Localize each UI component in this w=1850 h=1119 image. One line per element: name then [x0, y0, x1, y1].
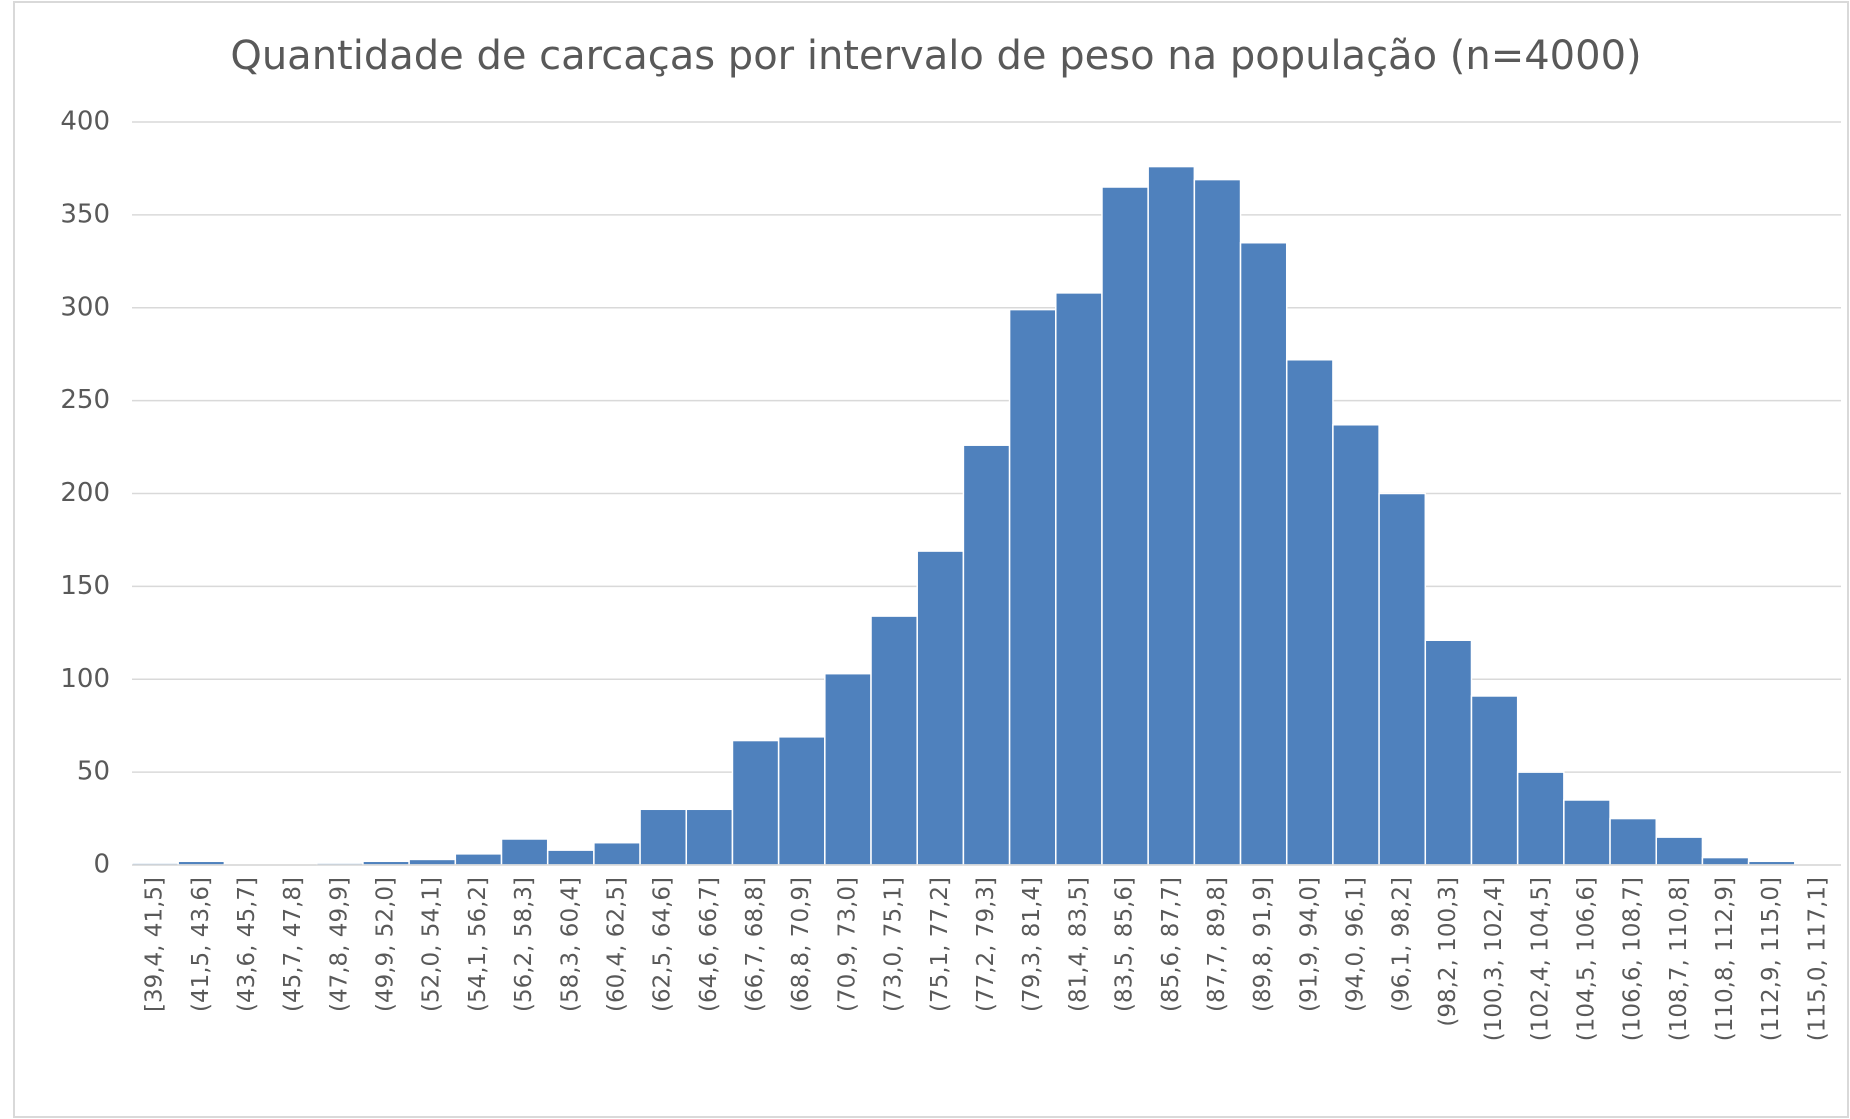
- x-tick-label: (79,3, 81,4]: [1019, 877, 1045, 1012]
- bar: [1101, 186, 1149, 866]
- x-tick-label: (81,4, 83,5]: [1065, 877, 1091, 1012]
- bar: [1332, 424, 1380, 866]
- x-tick-label: (58,3, 60,4]: [557, 877, 583, 1012]
- y-tick-label: 0: [93, 850, 110, 880]
- bar: [1055, 292, 1103, 866]
- bar: [500, 838, 549, 866]
- x-tick-label: (77,2, 79,3]: [973, 877, 999, 1012]
- x-tick-label: (100,3, 102,4]: [1481, 877, 1507, 1041]
- x-tick-label: (43,6, 45,7]: [234, 877, 260, 1012]
- y-tick-label: 50: [77, 757, 110, 787]
- bar: [870, 615, 918, 866]
- bar: [1655, 836, 1704, 866]
- x-tick-label: (62,5, 64,6]: [650, 877, 676, 1012]
- x-tick-label: (106,6, 108,7]: [1620, 877, 1646, 1041]
- x-tick-label: (41,5, 43,6]: [188, 877, 214, 1012]
- x-tick-label: (52,0, 54,1]: [419, 877, 445, 1012]
- bar: [1147, 165, 1196, 866]
- bar: [962, 444, 1011, 866]
- x-tick-label: (64,6, 66,7]: [696, 877, 722, 1012]
- bar: [1701, 856, 1750, 866]
- bar: [1470, 695, 1519, 866]
- x-tick-label: (94,0, 96,1]: [1343, 877, 1369, 1012]
- x-tick-label: (91,9, 94,0]: [1296, 877, 1322, 1012]
- x-tick-label: (89,8, 91,9]: [1250, 877, 1276, 1012]
- bar: [454, 853, 503, 866]
- x-tick-label: (54,1, 56,2]: [465, 877, 491, 1012]
- y-tick-label: 200: [60, 478, 110, 508]
- x-tick-label: (87,7, 89,8]: [1204, 877, 1230, 1012]
- x-tick-label: (70,9, 73,0]: [834, 877, 860, 1012]
- bar: [1563, 799, 1611, 866]
- bar: [685, 808, 734, 866]
- bar: [408, 858, 457, 866]
- y-tick-label: 300: [60, 292, 110, 322]
- bar: [731, 739, 780, 866]
- bar: [593, 841, 641, 866]
- bar: [916, 550, 965, 866]
- y-tick-label: 250: [60, 385, 110, 415]
- y-tick-label: 150: [60, 571, 110, 601]
- bar: [1609, 817, 1657, 866]
- x-tick-label: (96,1, 98,2]: [1389, 877, 1415, 1012]
- y-tick-label: 400: [60, 107, 110, 137]
- bar: [546, 849, 595, 866]
- bar: [1516, 771, 1565, 866]
- x-tick-label: (98,2, 100,3]: [1435, 877, 1461, 1027]
- bar: [1008, 308, 1057, 866]
- bar: [639, 808, 688, 866]
- x-tick-label: (85,6, 87,7]: [1158, 877, 1184, 1012]
- x-tick-label: (56,2, 58,3]: [511, 877, 537, 1012]
- x-tick-label: (83,5, 85,6]: [1112, 877, 1138, 1012]
- x-tick-label: (68,8, 70,9]: [788, 877, 814, 1012]
- x-tick-label: (49,9, 52,0]: [373, 877, 399, 1012]
- x-tick-label: [39,4, 41,5]: [142, 877, 168, 1012]
- x-tick-label: (47,8, 49,9]: [326, 877, 352, 1012]
- y-tick-label: 350: [60, 199, 110, 229]
- y-tick-label: 100: [60, 664, 110, 694]
- x-tick-label: (102,4, 104,5]: [1527, 877, 1553, 1041]
- bar: [1239, 241, 1288, 866]
- x-tick-label: (104,5, 106,6]: [1573, 877, 1599, 1041]
- x-tick-label: (115,0, 117,1]: [1804, 877, 1830, 1041]
- bar: [1285, 359, 1334, 866]
- x-tick-label: (66,7, 68,8]: [742, 877, 768, 1012]
- bar: [1424, 639, 1473, 866]
- x-tick-label: (112,9, 115,0]: [1758, 877, 1784, 1041]
- x-tick-label: (73,0, 75,1]: [881, 877, 907, 1012]
- x-tick-label: (60,4, 62,5]: [603, 877, 629, 1012]
- x-tick-label: (75,1, 77,2]: [927, 877, 953, 1012]
- bar: [1193, 178, 1242, 866]
- bar: [777, 736, 826, 866]
- bar: [824, 672, 872, 866]
- bar: [1378, 492, 1427, 866]
- x-tick-label: (45,7, 47,8]: [280, 877, 306, 1012]
- x-tick-label: (108,7, 110,8]: [1666, 877, 1692, 1041]
- chart-title: Quantidade de carcaças por intervalo de …: [230, 33, 1641, 79]
- x-tick-label: (110,8, 112,9]: [1712, 877, 1738, 1041]
